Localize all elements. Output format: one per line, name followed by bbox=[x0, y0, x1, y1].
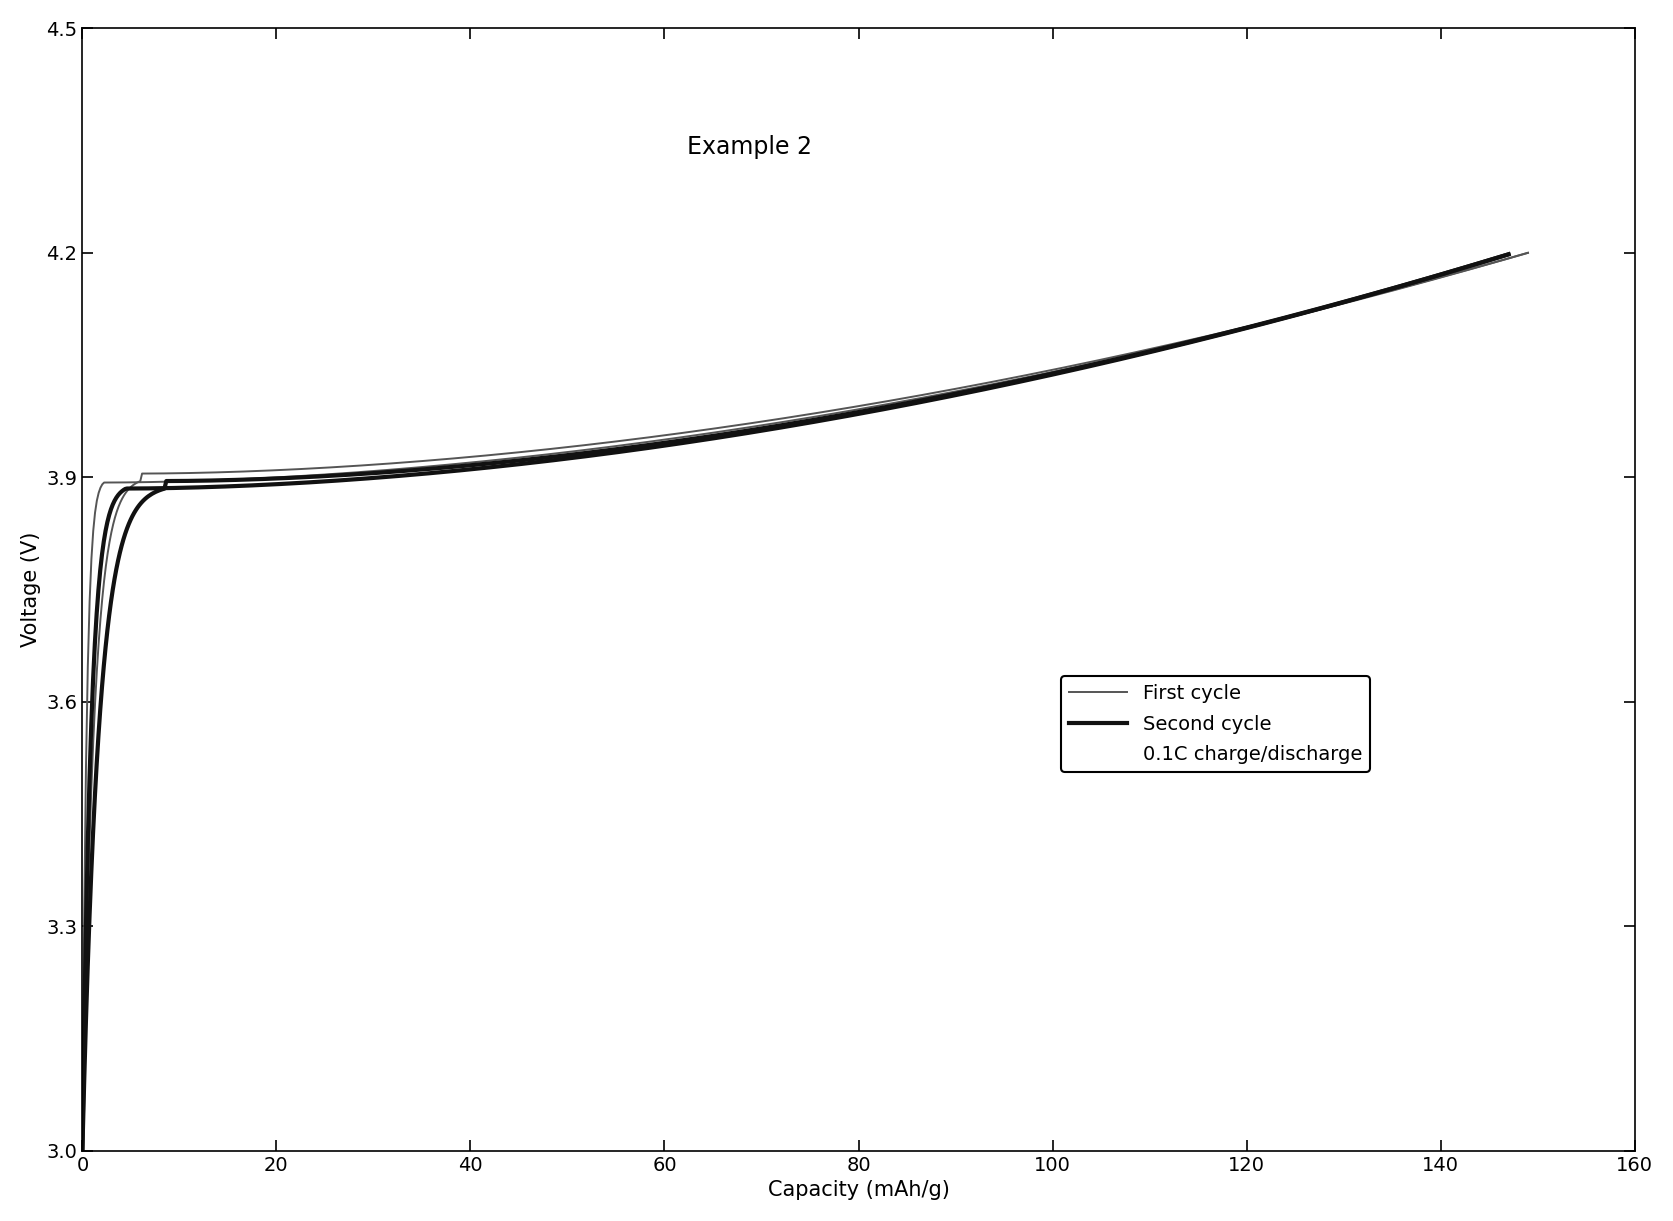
Y-axis label: Voltage (V): Voltage (V) bbox=[20, 532, 40, 647]
Legend: First cycle, Second cycle, 0.1C charge/discharge: First cycle, Second cycle, 0.1C charge/d… bbox=[1061, 676, 1369, 772]
Text: Example 2: Example 2 bbox=[688, 136, 811, 159]
X-axis label: Capacity (mAh/g): Capacity (mAh/g) bbox=[768, 1181, 949, 1200]
